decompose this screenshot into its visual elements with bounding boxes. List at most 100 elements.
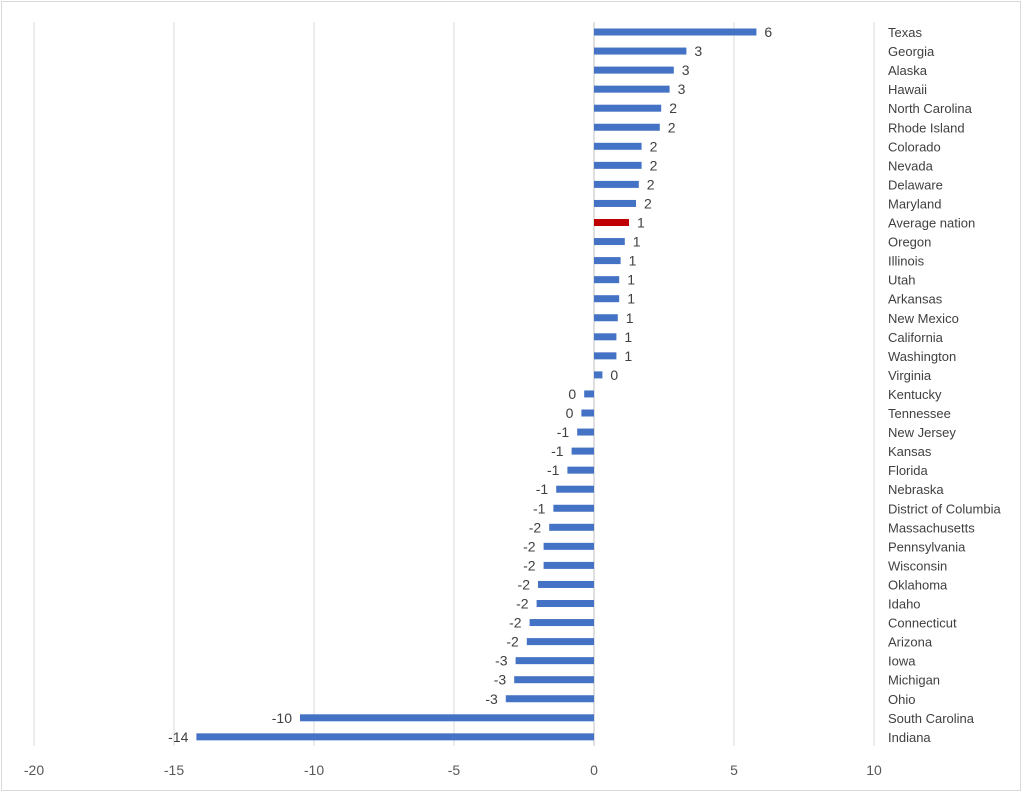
bar <box>515 657 594 665</box>
x-tick-label: -10 <box>304 762 324 778</box>
x-tick-label: 10 <box>866 762 882 778</box>
data-label: 0 <box>568 386 576 402</box>
data-label: 2 <box>650 138 658 154</box>
category-label: South Carolina <box>888 711 975 726</box>
category-label: Average nation <box>888 216 975 231</box>
data-label: 1 <box>624 348 632 364</box>
bar <box>594 66 674 74</box>
data-label: 2 <box>669 100 677 116</box>
bar <box>567 466 594 474</box>
bar <box>584 390 594 398</box>
bar <box>526 638 594 646</box>
bar <box>556 485 594 493</box>
category-label: Texas <box>888 25 922 40</box>
category-label: California <box>888 330 944 345</box>
category-label: Nebraska <box>888 482 944 497</box>
bar <box>594 85 670 93</box>
bar <box>505 695 594 703</box>
category-label: Florida <box>888 463 929 478</box>
bar <box>300 714 594 722</box>
data-label: 1 <box>627 291 635 307</box>
data-label: -10 <box>272 710 292 726</box>
bar <box>594 161 642 169</box>
x-tick-label: -20 <box>24 762 44 778</box>
bar <box>594 333 617 341</box>
data-label: 3 <box>694 43 702 59</box>
bar <box>594 199 636 207</box>
category-label: Connecticut <box>888 616 957 631</box>
category-label: Maryland <box>888 196 941 211</box>
data-label: -1 <box>536 481 549 497</box>
data-label: 2 <box>650 157 658 173</box>
data-label: -2 <box>523 557 536 573</box>
bar <box>594 219 629 226</box>
category-label: Oregon <box>888 235 931 250</box>
data-label: -2 <box>516 596 529 612</box>
category-label: Kentucky <box>888 387 942 402</box>
bar <box>594 257 621 265</box>
category-label: New Jersey <box>888 425 956 440</box>
data-label: -3 <box>494 672 507 688</box>
data-label: 2 <box>668 119 676 135</box>
category-label: Nevada <box>888 158 934 173</box>
category-label: New Mexico <box>888 311 959 326</box>
gridlines <box>33 22 875 746</box>
x-tick-label: -15 <box>164 762 184 778</box>
bar <box>594 314 618 322</box>
category-label: Arizona <box>888 635 933 650</box>
data-label: 1 <box>626 310 634 326</box>
data-label: -3 <box>495 653 508 669</box>
category-label: Tennessee <box>888 406 951 421</box>
data-label: -1 <box>547 462 560 478</box>
data-label: -2 <box>509 615 522 631</box>
data-label: 6 <box>764 24 772 40</box>
category-label: Idaho <box>888 597 921 612</box>
category-label: Utah <box>888 273 915 288</box>
data-label: -1 <box>557 424 570 440</box>
category-label: Wisconsin <box>888 558 947 573</box>
bar <box>571 447 594 455</box>
x-tick-label: 0 <box>590 762 598 778</box>
bar <box>594 47 687 55</box>
bar <box>594 352 617 360</box>
data-label: 2 <box>647 176 655 192</box>
category-label: Georgia <box>888 44 935 59</box>
category-label: Delaware <box>888 177 943 192</box>
data-label: 3 <box>678 81 686 97</box>
data-label: -14 <box>168 729 188 745</box>
bars <box>196 28 757 741</box>
data-label: -2 <box>523 538 536 554</box>
data-label: 0 <box>566 405 574 421</box>
bar <box>594 276 620 284</box>
x-tick-label: 5 <box>730 762 738 778</box>
data-label: -1 <box>551 443 564 459</box>
data-label: 3 <box>682 62 690 78</box>
category-label: Alaska <box>888 63 928 78</box>
x-axis-tick-labels: -20 -15 -10 -5 0 5 10 <box>24 762 882 778</box>
bar <box>549 523 594 531</box>
category-label: Illinois <box>888 254 925 269</box>
data-label: 1 <box>627 272 635 288</box>
data-label: -3 <box>485 691 498 707</box>
category-label: Hawaii <box>888 82 927 97</box>
bar <box>581 409 594 417</box>
bar <box>536 600 594 607</box>
category-label: Kansas <box>888 444 932 459</box>
bar <box>594 295 620 303</box>
bar <box>543 542 594 550</box>
category-label: Oklahoma <box>888 577 948 592</box>
bar <box>538 580 594 588</box>
data-label: 1 <box>624 329 632 345</box>
bar <box>594 238 625 246</box>
category-label: Massachusetts <box>888 520 975 535</box>
data-label: 1 <box>637 215 645 231</box>
data-label: -1 <box>533 500 546 516</box>
category-label: Ohio <box>888 692 915 707</box>
bar <box>196 733 594 741</box>
category-label: Arkansas <box>888 292 943 307</box>
bar <box>594 142 642 150</box>
data-label: 1 <box>633 234 641 250</box>
bar <box>594 104 662 112</box>
